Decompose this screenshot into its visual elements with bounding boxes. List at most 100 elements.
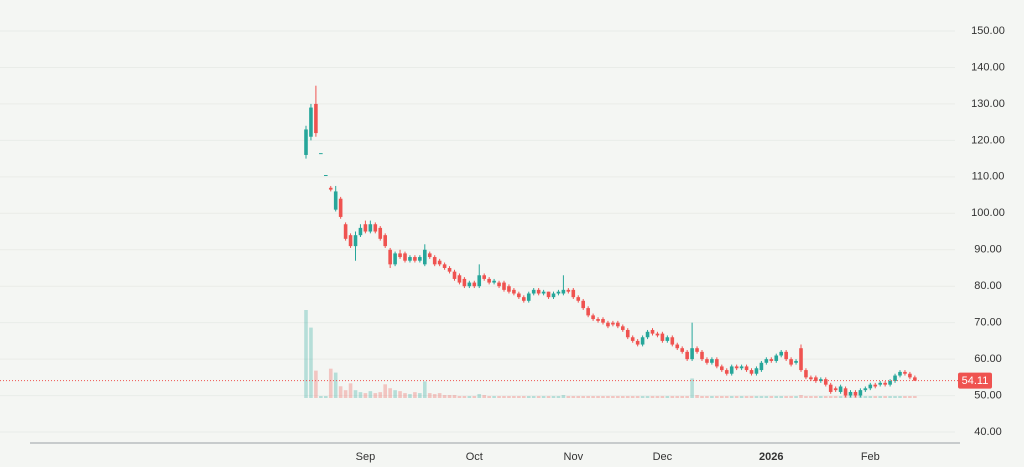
volume-bar	[650, 396, 655, 398]
volume-bar	[819, 396, 823, 398]
candle-body	[378, 227, 383, 239]
volume-bar	[388, 388, 392, 398]
candle-body	[675, 344, 680, 349]
candle-body	[724, 370, 729, 374]
candle-body	[403, 253, 407, 261]
volume-bar	[403, 393, 407, 398]
candle-body	[645, 331, 650, 338]
candle-body	[804, 370, 808, 378]
volume-bar	[418, 393, 422, 398]
volume-bar	[665, 396, 670, 398]
volume-bar	[715, 396, 719, 398]
candle-body	[690, 348, 694, 360]
volume-bar	[690, 378, 694, 398]
candle-body	[828, 384, 833, 392]
volume-bar	[635, 396, 640, 398]
volume-bar	[621, 396, 625, 398]
volume-bar	[304, 310, 308, 398]
candle-body	[660, 333, 665, 341]
candle-body	[358, 227, 363, 236]
candle-body	[502, 282, 506, 290]
candle-body	[517, 293, 521, 298]
volume-bar	[685, 396, 689, 398]
volume-bar	[353, 390, 358, 398]
volume-bar	[764, 396, 769, 398]
volume-bar	[319, 396, 323, 398]
candle-body	[616, 322, 620, 327]
candle-body	[739, 366, 744, 369]
candle-body	[734, 366, 739, 369]
volume-bar	[432, 394, 437, 398]
volume-bar	[774, 396, 779, 398]
volume-bar	[472, 396, 477, 398]
volume-bar	[408, 394, 412, 398]
volume-bar	[398, 391, 402, 398]
volume-bar	[724, 396, 729, 398]
candle-body	[601, 319, 605, 323]
y-tick-label: 60.00	[974, 353, 1002, 365]
candle-body	[304, 129, 308, 155]
volume-bar	[908, 396, 912, 398]
volume-bar	[804, 396, 808, 398]
volume-bar	[373, 393, 378, 398]
volume-bar	[512, 396, 516, 398]
candle-body	[903, 371, 907, 374]
volume-bar	[893, 396, 897, 398]
candle-body	[705, 359, 709, 363]
candle-body	[611, 322, 615, 325]
candle-body	[576, 297, 581, 301]
x-tick-label: Oct	[466, 451, 483, 463]
volume-bar	[581, 396, 585, 398]
candle-body	[625, 329, 630, 338]
volume-bar	[809, 396, 813, 398]
volume-bar	[700, 396, 704, 398]
candle-body	[457, 275, 462, 283]
y-tick-label: 120.00	[971, 134, 1005, 146]
volume-bar	[640, 396, 645, 398]
candle-body	[833, 388, 838, 391]
candle-body	[685, 351, 689, 360]
candle-body	[913, 377, 917, 381]
candle-body	[606, 322, 610, 327]
candle-body	[640, 337, 645, 345]
volume-bar	[522, 396, 526, 398]
candle-body	[893, 375, 897, 382]
volume-bar	[903, 396, 907, 398]
candle-body	[680, 348, 684, 352]
volume-bar	[754, 396, 759, 398]
candle-body	[556, 291, 561, 294]
volume-bar	[457, 396, 462, 398]
volume-bar	[383, 384, 387, 398]
volume-bar	[759, 396, 764, 398]
candle-body	[591, 315, 595, 320]
candle-body	[774, 355, 779, 361]
candle-body	[635, 340, 640, 345]
candle-body	[819, 379, 823, 382]
volume-bar	[477, 394, 482, 398]
volume-bar	[823, 396, 828, 398]
volume-bar	[705, 396, 709, 398]
volume-bar	[541, 396, 546, 398]
candle-body	[507, 286, 511, 292]
candle-body	[388, 249, 392, 265]
volume-bar	[779, 396, 783, 398]
candle-body	[823, 379, 828, 385]
volume-bar	[655, 396, 660, 398]
volume-bar	[324, 396, 328, 398]
volume-bar	[517, 396, 521, 398]
y-tick-label: 130.00	[971, 98, 1005, 110]
volume-bar	[799, 395, 803, 398]
volume-bar	[551, 396, 556, 398]
candle-body	[695, 348, 699, 352]
volume-bar	[591, 396, 595, 398]
volume-bar	[586, 396, 590, 398]
candle-body	[715, 359, 719, 367]
candle-body	[908, 373, 912, 378]
volume-bar	[576, 396, 581, 398]
volume-bar	[561, 395, 566, 398]
candle-body	[571, 289, 576, 298]
candle-body	[729, 366, 734, 374]
y-tick-label: 100.00	[971, 207, 1005, 219]
